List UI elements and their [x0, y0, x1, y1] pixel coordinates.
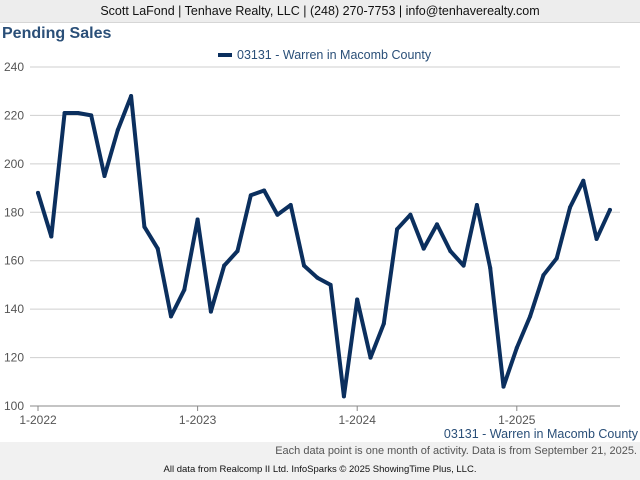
x-tick-label: 1-2025 — [498, 413, 536, 427]
data-point — [49, 234, 54, 239]
data-point — [368, 355, 373, 360]
data-point — [448, 249, 453, 254]
grid-lines — [30, 66, 620, 407]
y-tick-label: 240 — [4, 60, 24, 74]
data-point — [275, 212, 280, 217]
data-point — [594, 236, 599, 241]
data-point — [607, 207, 612, 212]
data-point — [75, 111, 80, 116]
data-note: Each data point is one month of activity… — [275, 445, 637, 457]
data-point — [435, 222, 439, 227]
data-point — [461, 263, 466, 268]
data-point — [248, 193, 253, 198]
data-point — [355, 297, 360, 302]
y-axis-ticks: 100 120 140 160 180 200 220 240 — [4, 60, 24, 413]
data-point — [102, 173, 107, 178]
credits: All data from Realcomp II Ltd. InfoSpark… — [163, 464, 477, 475]
data-point — [208, 309, 213, 314]
data-point — [541, 273, 546, 278]
y-tick-label: 120 — [4, 351, 24, 365]
data-point — [528, 314, 533, 319]
region-label: 03131 - Warren in Macomb County — [443, 427, 638, 441]
contact-header: Scott LaFond | Tenhave Realty, LLC | (24… — [0, 0, 640, 23]
data-point — [421, 246, 426, 251]
data-point — [381, 321, 386, 326]
data-point — [155, 246, 160, 251]
data-point — [315, 275, 320, 280]
x-tick-label: 1-2022 — [19, 413, 57, 427]
data-point — [581, 178, 586, 183]
data-point — [142, 224, 147, 229]
x-tick-label: 1-2023 — [179, 413, 217, 427]
data-point — [62, 111, 67, 116]
data-point — [262, 188, 267, 193]
data-point — [36, 190, 40, 195]
data-point — [488, 265, 493, 270]
data-point — [474, 203, 479, 208]
footer-background — [0, 442, 640, 480]
data-point — [302, 263, 306, 268]
y-tick-label: 180 — [4, 205, 24, 219]
data-point — [501, 384, 506, 389]
data-point — [89, 113, 94, 118]
legend: 03131 - Warren in Macomb County — [218, 48, 432, 62]
data-point — [195, 217, 200, 222]
y-tick-label: 100 — [4, 399, 24, 413]
series-line-0 — [36, 94, 612, 399]
data-point — [514, 345, 519, 350]
data-point — [182, 287, 187, 292]
x-axis-ticks: 1-2022 1-2023 1-2024 1-2025 — [19, 406, 536, 427]
data-point — [408, 212, 413, 217]
data-point — [554, 256, 559, 261]
data-point — [395, 227, 400, 232]
y-tick-label: 220 — [4, 108, 24, 122]
series-layer — [36, 94, 612, 399]
data-point — [115, 127, 120, 132]
data-point — [235, 249, 240, 254]
data-point — [568, 205, 572, 210]
data-point — [341, 394, 346, 399]
x-tick-label: 1-2024 — [339, 413, 377, 427]
data-point — [129, 94, 134, 99]
pending-sales-chart: 03131 - Warren in Macomb County 100 120 14… — [4, 48, 620, 427]
y-tick-label: 160 — [4, 254, 24, 268]
data-point — [222, 263, 227, 268]
y-tick-label: 200 — [4, 157, 24, 171]
data-point — [328, 282, 333, 287]
legend-label: 03131 - Warren in Macomb County — [237, 48, 432, 62]
data-point — [169, 314, 173, 319]
chart-title: Pending Sales — [2, 25, 112, 42]
data-point — [288, 203, 293, 208]
y-tick-label: 140 — [4, 302, 24, 316]
